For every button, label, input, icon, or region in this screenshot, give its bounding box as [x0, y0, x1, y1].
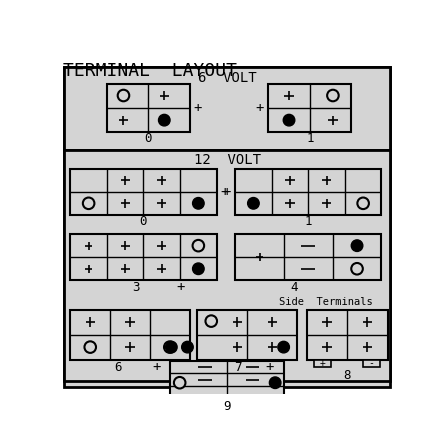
- Text: +: +: [193, 101, 202, 115]
- Bar: [315, 360, 331, 366]
- Circle shape: [248, 198, 259, 209]
- Text: +: +: [265, 360, 274, 374]
- Circle shape: [351, 240, 363, 252]
- Circle shape: [327, 90, 339, 101]
- Circle shape: [278, 342, 289, 353]
- Text: 4: 4: [290, 281, 297, 294]
- Text: +: +: [220, 185, 229, 199]
- Text: TERMINAL  LAYOUT: TERMINAL LAYOUT: [62, 62, 237, 80]
- Circle shape: [193, 240, 204, 252]
- Bar: [64, 67, 390, 150]
- Text: Side  Terminals: Side Terminals: [279, 297, 373, 307]
- Text: 1: 1: [304, 215, 312, 228]
- Bar: [235, 234, 381, 280]
- Circle shape: [358, 198, 369, 209]
- Circle shape: [206, 315, 217, 327]
- Text: +: +: [256, 101, 264, 115]
- Circle shape: [166, 342, 177, 353]
- Text: +: +: [176, 280, 184, 294]
- Text: 12  VOLT: 12 VOLT: [194, 153, 261, 167]
- Circle shape: [164, 342, 175, 353]
- Bar: [307, 310, 388, 360]
- Circle shape: [159, 114, 170, 126]
- Text: +: +: [320, 358, 326, 368]
- Text: 8: 8: [343, 369, 351, 381]
- Circle shape: [193, 198, 204, 209]
- Text: 3: 3: [132, 281, 140, 294]
- Text: 0: 0: [140, 215, 147, 228]
- Text: +: +: [152, 360, 160, 374]
- Bar: [70, 310, 190, 360]
- Bar: [198, 310, 298, 360]
- Text: 9: 9: [224, 400, 231, 413]
- Bar: [70, 169, 217, 215]
- Text: +: +: [222, 185, 231, 199]
- Circle shape: [269, 377, 281, 389]
- Circle shape: [193, 263, 204, 275]
- Circle shape: [174, 377, 186, 389]
- Text: 0: 0: [144, 132, 152, 145]
- Bar: [268, 84, 351, 132]
- Circle shape: [118, 90, 129, 101]
- Circle shape: [283, 114, 295, 126]
- Bar: [64, 150, 390, 381]
- Text: 6  VOLT: 6 VOLT: [198, 71, 257, 85]
- Circle shape: [182, 342, 193, 353]
- Text: 7: 7: [233, 361, 241, 374]
- Text: -: -: [369, 358, 374, 368]
- Circle shape: [85, 342, 96, 353]
- Circle shape: [83, 198, 94, 209]
- Bar: [171, 361, 284, 398]
- Bar: [70, 234, 217, 280]
- Text: 1: 1: [306, 132, 314, 145]
- Text: 6: 6: [114, 361, 122, 374]
- Circle shape: [351, 263, 363, 275]
- Bar: [363, 360, 380, 366]
- Bar: [235, 169, 381, 215]
- Bar: [106, 84, 190, 132]
